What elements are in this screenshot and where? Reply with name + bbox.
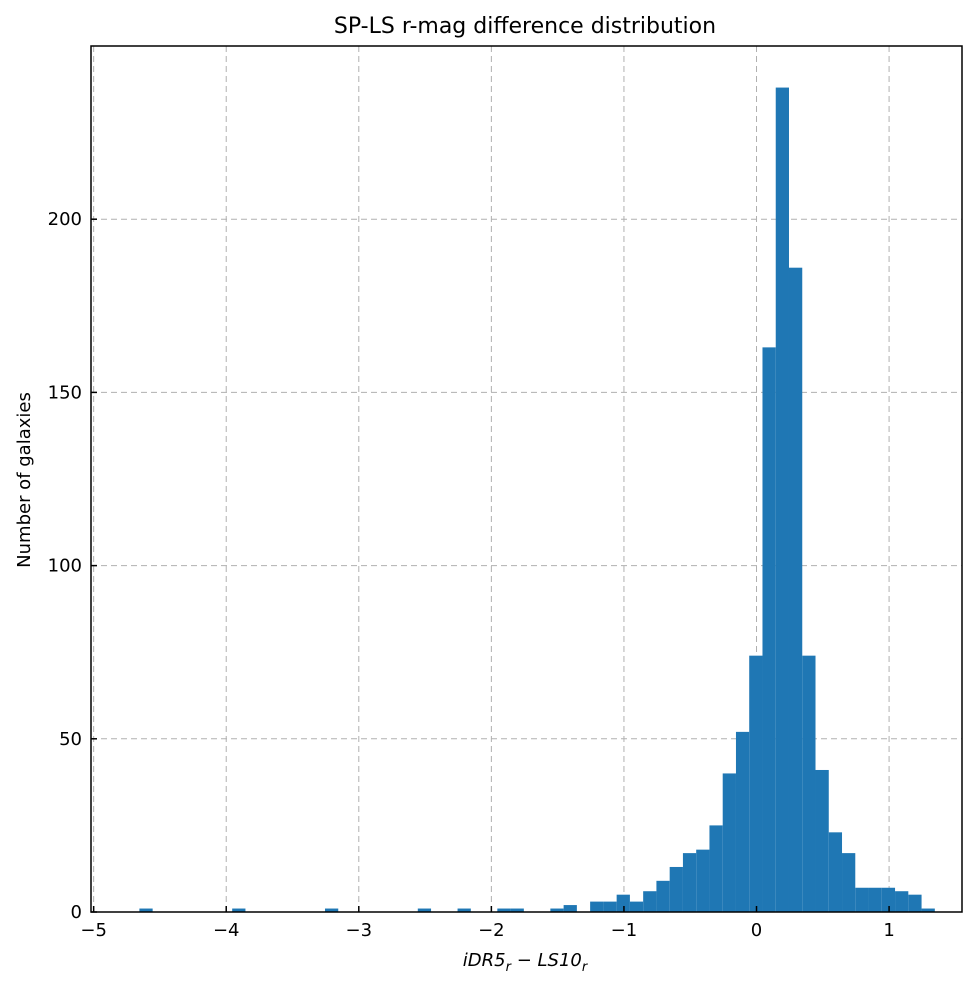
histogram-bar [775,87,789,913]
x-tick-label: 0 [751,920,762,941]
y-tick-label: 150 [48,382,82,403]
x-tick-label: −3 [346,920,373,941]
histogram-bar [550,908,564,912]
x-label-sub1: r [506,960,513,975]
histogram-bar [802,655,816,912]
x-label-base: iDR5 [463,950,506,971]
y-tick-label: 0 [71,902,82,923]
histogram-bar [842,853,856,912]
histogram-bar [603,901,617,912]
histogram-bar [868,887,882,912]
histogram-bar [895,891,909,912]
x-tick-label: −2 [478,920,505,941]
histogram-bar [881,887,896,912]
histogram-bar [855,887,869,912]
x-tick-label: −4 [213,920,240,941]
histogram-bar [497,908,511,912]
histogram-bar [139,908,153,912]
histogram-bar [563,905,577,912]
x-label-base2: LS10 [538,950,582,971]
histogram-bar [815,769,829,912]
x-label-sub2: r [582,960,589,975]
histogram-bar [696,849,710,912]
x-axis-label: iDR5r − LS10r [463,950,589,975]
x-axis-ticks: −5 −4 −3 −2 −1 0 1 [80,906,895,941]
histogram-bar [709,825,723,912]
grid-lines [91,46,962,913]
histogram-bar [590,901,604,912]
x-label-op: − [511,950,538,971]
y-tick-label: 200 [48,209,82,230]
y-tick-label: 100 [48,556,82,577]
histogram-bar [722,773,736,912]
histogram-bar [656,880,670,912]
histogram-bar [921,908,935,912]
histogram-bar [510,908,524,912]
x-tick-label: −1 [611,920,638,941]
histogram-bars [139,87,935,913]
histogram-bar [457,908,471,912]
x-tick-label: 1 [883,920,894,941]
histogram-bar [788,267,803,912]
histogram-bar [232,908,246,912]
histogram-bar [908,894,922,912]
histogram-bar [616,894,630,912]
histogram-bar [669,866,683,912]
histogram-bar [682,853,697,912]
histogram-bar [324,908,339,912]
chart-title: SP-LS r-mag difference distribution [334,14,716,39]
histogram-bar [749,655,763,912]
histogram-bar [643,891,657,912]
histogram-bar [828,832,843,912]
plot-frame [90,45,963,913]
y-tick-label: 50 [59,729,82,750]
y-axis-ticks: 0 50 100 150 200 [48,209,97,923]
histogram-bar [762,347,776,912]
histogram-bar [417,908,432,912]
histogram-bar [735,731,750,912]
histogram-bar [629,901,644,912]
x-tick-label: −5 [80,920,107,941]
y-axis-label: Number of galaxies [14,392,35,568]
